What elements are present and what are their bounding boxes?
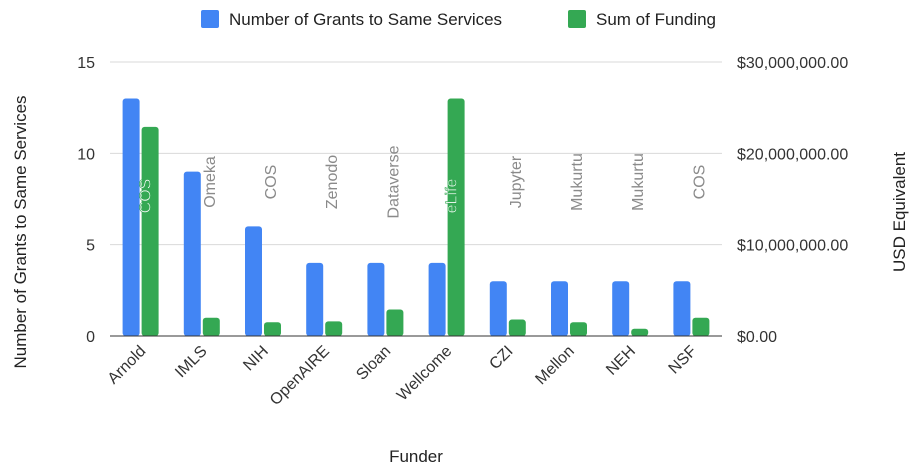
annotation-label: Omeka [202, 156, 219, 208]
bar-funding [631, 328, 649, 336]
annotation-label: Jupyter [508, 155, 525, 208]
x-tick-label: NSF [666, 343, 701, 378]
x-tick-label: Wellcome [394, 343, 456, 405]
bar-grants [489, 281, 507, 336]
legend-swatch-grants [201, 10, 219, 28]
bar-funding [692, 317, 710, 336]
annotation-label: COS [263, 165, 280, 200]
x-tick-label: Mellon [532, 343, 577, 388]
bar-funding [141, 126, 159, 336]
annotation-label: Mukurtu [630, 153, 647, 211]
bar-grants [551, 281, 568, 336]
annotation-label: Dataverse [385, 145, 402, 218]
y-right-tick-label: $20,000,000.00 [737, 146, 848, 163]
x-tick-label: CZI [486, 343, 516, 373]
legend-label-funding: Sum of Funding [596, 10, 716, 29]
bar-grants [367, 262, 385, 336]
bar-grants [122, 98, 140, 337]
y-left-tick-label: 5 [86, 238, 95, 255]
annotations: COS Omeka COS Zenodo Dataverse eLife Jupyter Mu… [137, 145, 708, 218]
bar-grants [428, 262, 446, 336]
y-left-tick-label: 15 [77, 55, 95, 72]
y-right-tick-label: $30,000,000.00 [737, 55, 848, 72]
bar-funding [325, 321, 343, 336]
x-tick-label: Sloan [353, 343, 394, 384]
bar-funding [570, 322, 587, 336]
annotation-label: eLife [444, 179, 461, 214]
x-tick-label: OpenAIRE [267, 343, 333, 409]
annotation-label: Zenodo [324, 155, 341, 209]
bar-grants [673, 281, 691, 336]
y-left-tick-label: 0 [86, 329, 95, 346]
legend-label-grants: Number of Grants to Same Services [229, 10, 502, 29]
x-tick-label: NEH [603, 343, 639, 379]
legend-swatch-funding [568, 10, 586, 28]
y-axis-right-title: USD Equivalent [890, 152, 909, 272]
y-left-tick-label: 10 [77, 146, 95, 163]
annotation-label: COS [138, 179, 155, 214]
annotation-label: Mukurtu [569, 153, 586, 211]
bar-funding [508, 319, 526, 336]
y-axis-left-title: Number of Grants to Same Services [11, 95, 30, 368]
x-axis-title: Funder [389, 447, 443, 465]
bar-funding [386, 309, 404, 336]
bar-funding [264, 322, 281, 336]
y-right-tick-label: $10,000,000.00 [737, 238, 848, 255]
y-right-tick-label: $0.00 [737, 329, 777, 346]
bar-grants [612, 281, 630, 336]
bar-grants [183, 171, 201, 336]
gridlines [110, 61, 722, 246]
bar-grants [245, 226, 262, 336]
bars [122, 98, 710, 337]
x-tick-label: IMLS [172, 343, 210, 381]
left-axis-ticks: 0 5 10 15 [77, 55, 95, 346]
bar-funding [202, 317, 220, 336]
legend: Number of Grants to Same Services Sum of… [201, 10, 716, 29]
annotation-label: COS [691, 165, 708, 200]
bar-grants [306, 262, 324, 336]
right-axis-ticks: $0.00 $10,000,000.00 $20,000,000.00 $30,000… [737, 55, 848, 346]
bar-funding [447, 98, 465, 337]
x-tick-label: NIH [240, 343, 272, 375]
x-tick-label: Arnold [105, 343, 150, 388]
